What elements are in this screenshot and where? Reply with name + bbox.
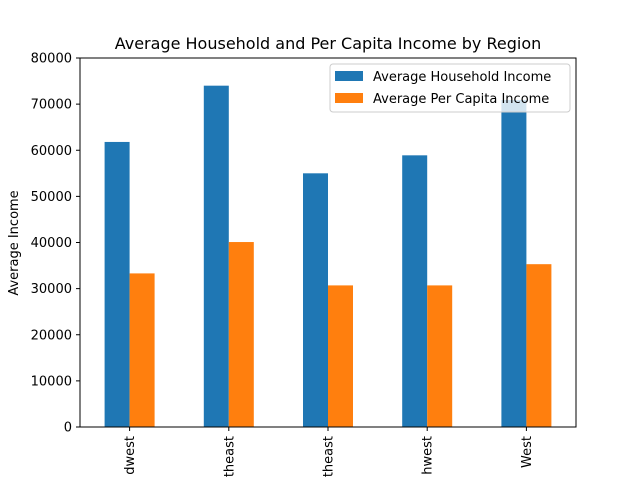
y-tick-label: 70000 [31,98,72,113]
y-axis-title: Average Income [7,190,22,295]
legend-label: Average Per Capita Income [373,92,549,107]
bar-per-capita-3 [427,285,453,427]
axes-frame [79,57,577,428]
bar-per-capita-1 [228,242,254,427]
plot-area: 0 10000 20000 30000 40000 50000 60000 70000 8000… [31,52,577,477]
bar-household-0 [104,141,130,427]
y-tick-label: 30000 [31,282,72,297]
legend-swatch [335,71,363,81]
x-tick-label: theast [222,436,237,477]
legend: Average Household Income Average Per Capi… [329,63,571,113]
bar-household-4 [501,99,527,427]
bar-household-1 [203,85,229,428]
legend-box [329,63,571,113]
legend-label: Average Household Income [373,70,551,85]
bar-per-capita-2 [328,285,353,427]
bar-household-3 [402,155,428,428]
y-tick-label: 80000 [31,52,72,67]
x-tick-label: hwest [421,436,436,475]
y-tick-label: 20000 [31,328,72,343]
y-tick-label: 10000 [31,374,72,389]
x-tick-label: dwest [123,436,138,475]
bar-per-capita-0 [129,273,155,427]
y-tick-label: 0 [64,421,72,436]
legend-swatch [335,93,363,103]
y-tick-label: 50000 [31,190,72,205]
y-tick-label: 60000 [31,144,72,159]
chart-title: Average Household and Per Capita Income … [115,34,542,53]
bar-household-2 [303,173,328,427]
y-tick-label: 40000 [31,236,72,251]
x-tick-label: West [520,436,535,468]
x-tick-label: theast [322,436,337,477]
bar-per-capita-4 [526,264,552,427]
